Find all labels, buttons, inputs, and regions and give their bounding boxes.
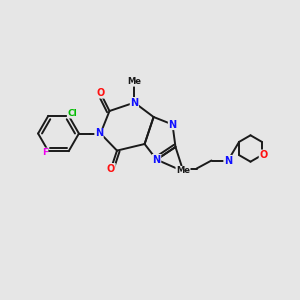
Text: O: O <box>96 88 105 98</box>
Text: N: N <box>224 155 232 166</box>
Text: N: N <box>95 128 103 139</box>
Text: Me: Me <box>128 77 141 86</box>
Text: N: N <box>168 119 177 130</box>
Text: F: F <box>42 148 48 157</box>
Text: N: N <box>130 98 139 108</box>
Text: Cl: Cl <box>68 109 77 118</box>
Text: N: N <box>152 154 161 165</box>
Text: O: O <box>107 164 115 174</box>
Text: O: O <box>259 150 268 160</box>
Text: Me: Me <box>176 167 190 176</box>
